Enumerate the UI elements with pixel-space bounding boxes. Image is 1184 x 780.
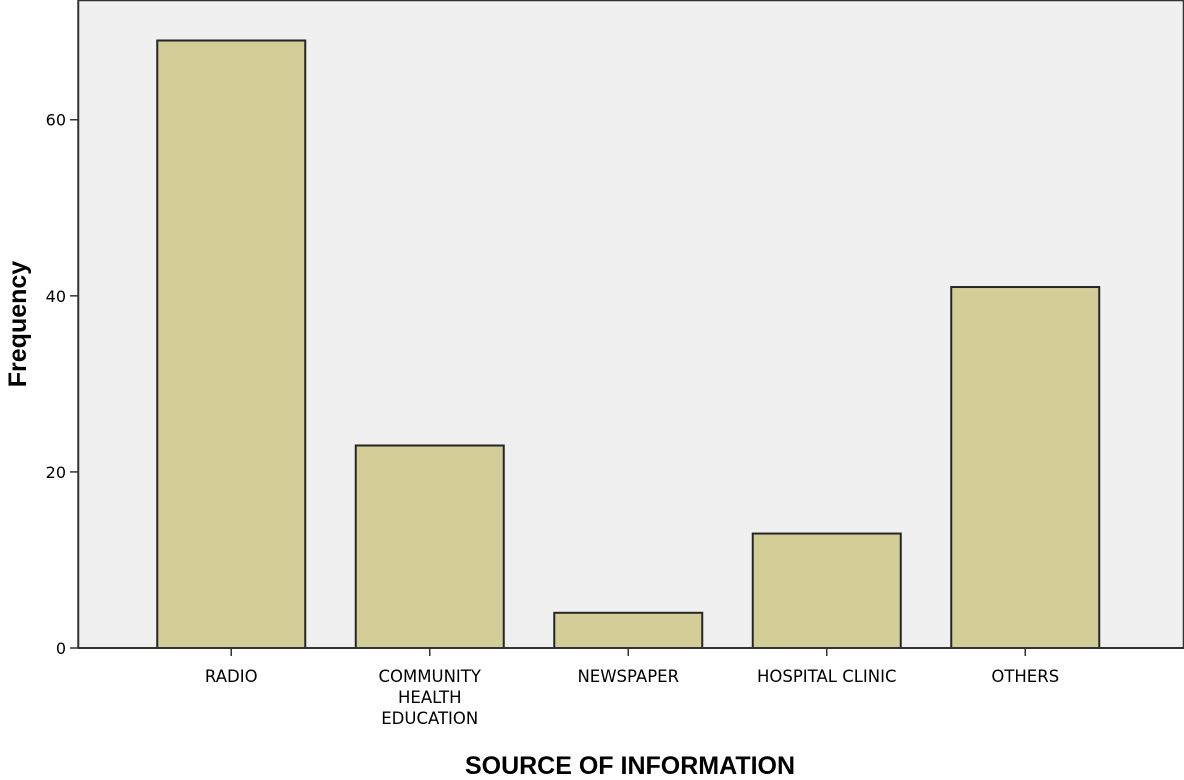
- x-tick-label-line: EDUCATION: [381, 709, 478, 728]
- bar-radio: [156, 39, 307, 649]
- bar-community-health-education: [354, 444, 505, 649]
- y-tick-label: 20: [46, 463, 66, 482]
- y-tick-label: 60: [46, 111, 66, 130]
- x-axis: RADIO COMMUNITY HEALTH EDUCATION NEWSPAPER HO…: [78, 647, 1184, 728]
- x-tick-label: COMMUNITY HEALTH EDUCATION: [379, 667, 482, 728]
- bar-newspaper: [553, 611, 704, 649]
- x-axis-title: SOURCE OF INFORMATION: [465, 752, 795, 780]
- bar-hospital-clinic: [751, 532, 902, 649]
- y-tick-label: 0: [56, 639, 66, 658]
- bar-others: [950, 286, 1101, 649]
- y-tick-label: 40: [46, 287, 66, 306]
- x-tick-label: RADIO: [205, 667, 258, 686]
- x-tick-label-line: RADIO: [205, 667, 258, 686]
- x-tick-label: NEWSPAPER: [577, 667, 679, 686]
- y-axis-title: Frequency: [4, 261, 32, 388]
- x-tick-label-line: OTHERS: [991, 667, 1059, 686]
- x-tick-label-line: HEALTH: [398, 688, 462, 707]
- x-tick-label-line: HOSPITAL CLINIC: [757, 667, 897, 686]
- x-tick-label-line: NEWSPAPER: [577, 667, 679, 686]
- x-tick-label: HOSPITAL CLINIC: [757, 667, 897, 686]
- bars-group: [156, 39, 1101, 649]
- x-tick-label: OTHERS: [991, 667, 1059, 686]
- y-axis: 0 20 40 60: [46, 0, 79, 658]
- x-tick-label-line: COMMUNITY: [379, 667, 482, 686]
